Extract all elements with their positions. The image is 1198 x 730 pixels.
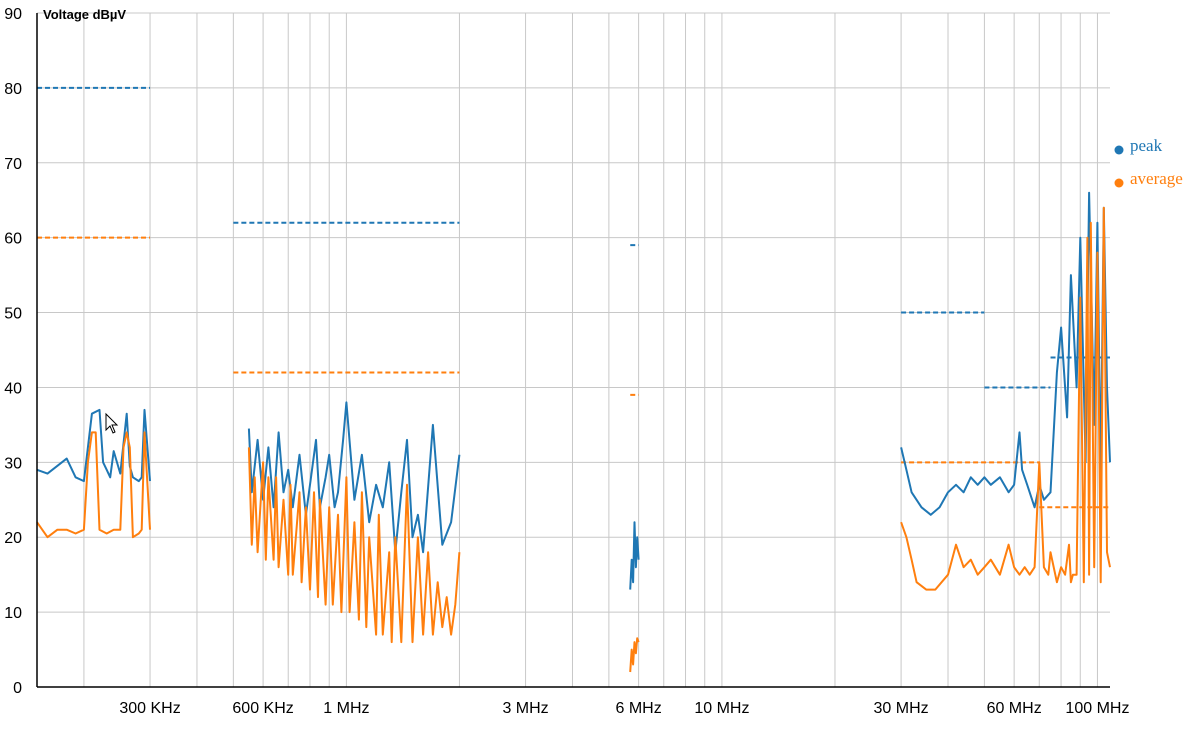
legend-average-label: average (1130, 169, 1183, 188)
series-average-line (629, 637, 640, 673)
x-tick-label: 1 MHz (323, 700, 369, 717)
x-tick-label: 600 KHz (232, 700, 293, 717)
series-peak-line (36, 408, 151, 483)
limit-lines (37, 86, 1110, 509)
y-tick-label: 80 (4, 81, 22, 98)
x-tick-label: 3 MHz (502, 700, 548, 717)
mouse-cursor-icon (105, 412, 119, 434)
x-tick-label: 100 MHz (1065, 700, 1129, 717)
legend-peak-label: peak (1130, 136, 1163, 155)
y-tick-label: 0 (13, 680, 22, 697)
x-tick-label: 60 MHz (987, 700, 1042, 717)
x-tick-label: 10 MHz (694, 700, 749, 717)
y-axis-label: Voltage dBµV (43, 7, 126, 22)
legend-peak-marker (1114, 145, 1124, 155)
series-peak-line (900, 191, 1111, 516)
y-tick-label: 40 (4, 380, 22, 397)
y-tick-label: 10 (4, 605, 22, 622)
legend: peak average (1114, 136, 1183, 188)
grid (37, 12, 1110, 688)
series-average-line (247, 447, 461, 644)
axes: 0 10 20 30 40 50 60 70 80 90 300 KHz 600 KHz 1 MHz 3 … (4, 6, 1129, 717)
series-average-line (900, 206, 1111, 591)
y-tick-label: 30 (4, 455, 22, 472)
y-tick-label: 50 (4, 306, 22, 323)
y-tick-label: 20 (4, 530, 22, 547)
series-average-line (36, 431, 151, 539)
x-tick-label: 300 KHz (119, 700, 180, 717)
series-peak-line (629, 521, 640, 590)
series-peak-line (247, 401, 461, 554)
y-tick-label: 70 (4, 156, 22, 173)
x-tick-label: 30 MHz (874, 700, 929, 717)
y-tick-label: 60 (4, 231, 22, 248)
y-tick-label: 90 (4, 6, 22, 23)
legend-average-marker (1114, 178, 1124, 188)
series-lines (36, 191, 1111, 673)
x-tick-label: 6 MHz (615, 700, 661, 717)
